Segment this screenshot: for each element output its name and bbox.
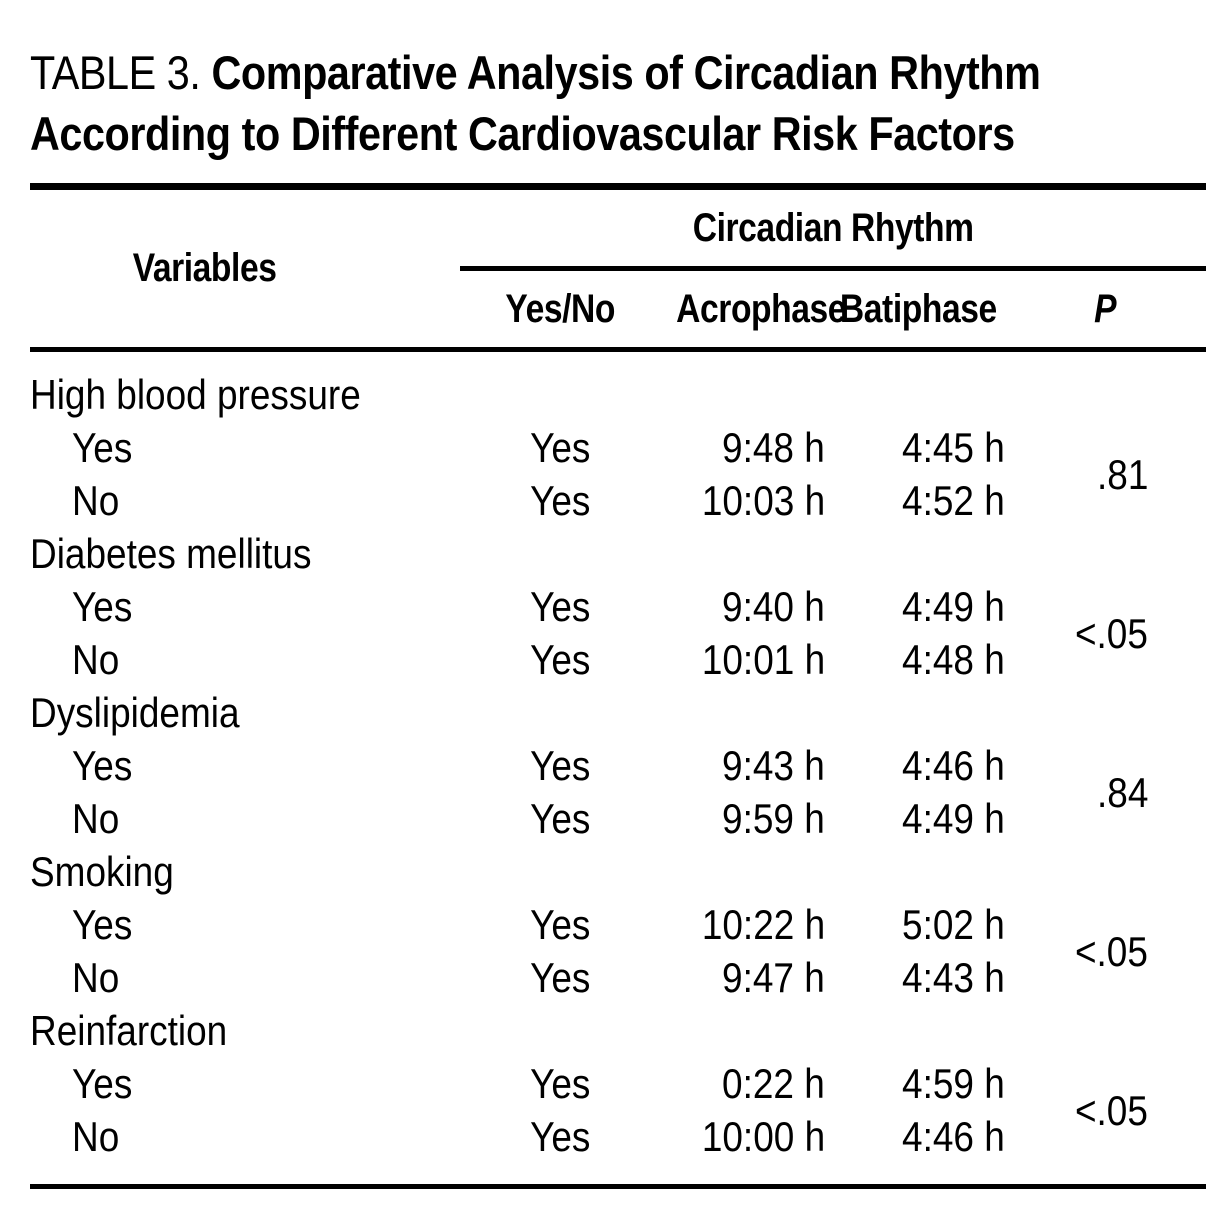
- cell-variable: Yes: [72, 424, 133, 471]
- cell-batiphase: 4:52 h: [902, 477, 1005, 524]
- group-label: Diabetes mellitus: [30, 530, 312, 577]
- cell-acrophase: 10:22 h: [701, 901, 825, 948]
- column-group-header-circadian-rhythm: Circadian Rhythm: [460, 190, 1207, 271]
- group-label: Reinfarction: [30, 1007, 228, 1054]
- group-header-row: Dyslipidemia: [30, 686, 1206, 739]
- table-row: No Yes 10:00 h 4:46 h: [30, 1110, 1206, 1163]
- cell-p-value: .81: [1096, 450, 1149, 498]
- cell-batiphase: 4:49 h: [902, 795, 1005, 842]
- cell-batiphase: 4:48 h: [902, 636, 1005, 683]
- cell-variable: No: [72, 636, 120, 683]
- group-header-row: Reinfarction: [30, 1004, 1206, 1057]
- table-number: TABLE 3.: [30, 46, 201, 99]
- cell-p-value: <.05: [1075, 1086, 1149, 1134]
- cell-variable: Yes: [72, 742, 133, 789]
- table-row: Yes Yes 0:22 h 4:59 h <.05: [30, 1057, 1206, 1134]
- table-row: Yes Yes 10:22 h 5:02 h <.05: [30, 898, 1206, 975]
- cell-yesno: Yes: [529, 477, 591, 524]
- table-row: No Yes 9:47 h 4:43 h: [30, 951, 1206, 1004]
- column-header-acrophase: Acrophase: [660, 268, 846, 352]
- cell-p-value: <.05: [1075, 609, 1149, 657]
- cell-yesno: Yes: [529, 1113, 591, 1160]
- table-row: No Yes 9:59 h 4:49 h: [30, 792, 1206, 845]
- table-title-text-1: Comparative Analysis of Circadian Rhythm: [211, 46, 1041, 99]
- table-row: No Yes 10:03 h 4:52 h: [30, 474, 1206, 527]
- group-label: Smoking: [30, 848, 174, 895]
- cell-acrophase: 9:47 h: [722, 954, 825, 1001]
- cell-variable: No: [72, 477, 120, 524]
- table-row: Yes Yes 9:40 h 4:49 h <.05: [30, 580, 1206, 657]
- cell-batiphase: 4:46 h: [902, 1113, 1005, 1160]
- cell-acrophase: 10:03 h: [701, 477, 825, 524]
- group-label: Dyslipidemia: [30, 689, 240, 736]
- cell-variable: Yes: [72, 583, 133, 630]
- cell-batiphase: 4:45 h: [902, 424, 1005, 471]
- table-title: TABLE 3. Comparative Analysis of Circadi…: [30, 42, 1206, 164]
- cell-variable: No: [72, 954, 120, 1001]
- header-row-span: Variables Circadian Rhythm: [30, 190, 1207, 352]
- cell-yesno: Yes: [529, 954, 591, 1001]
- cell-variable: No: [72, 795, 120, 842]
- table-title-line2: According to Different Cardiovascular Ri…: [30, 103, 1206, 164]
- cell-p-value: <.05: [1075, 927, 1149, 975]
- cell-yesno: Yes: [529, 795, 591, 842]
- column-header-yes-no: Yes/No: [460, 268, 660, 352]
- table-row: No Yes 10:01 h 4:48 h: [30, 633, 1206, 686]
- group-header-row: Smoking: [30, 845, 1206, 898]
- cell-batiphase: 4:59 h: [902, 1060, 1005, 1107]
- cell-yesno: Yes: [529, 636, 591, 683]
- cell-acrophase: 9:40 h: [722, 583, 825, 630]
- cell-variable: No: [72, 1113, 120, 1160]
- table-title-line1: TABLE 3. Comparative Analysis of Circadi…: [30, 42, 1206, 103]
- cell-yesno: Yes: [529, 742, 591, 789]
- cell-variable: Yes: [72, 1060, 133, 1107]
- group-header-row: Diabetes mellitus: [30, 527, 1206, 580]
- cell-acrophase: 9:43 h: [722, 742, 825, 789]
- cell-acrophase: 10:01 h: [701, 636, 825, 683]
- table-title-text-2: According to Different Cardiovascular Ri…: [30, 107, 1015, 160]
- cell-yesno: Yes: [529, 1060, 591, 1107]
- cell-acrophase: 10:00 h: [701, 1113, 825, 1160]
- cell-acrophase: 0:22 h: [722, 1060, 825, 1107]
- cell-yesno: Yes: [529, 424, 591, 471]
- column-header-batiphase: Batiphase: [825, 268, 1005, 352]
- table-row: Yes Yes 9:48 h 4:45 h .81: [30, 421, 1206, 498]
- cell-batiphase: 4:43 h: [902, 954, 1005, 1001]
- cell-batiphase: 4:49 h: [902, 583, 1005, 630]
- cell-acrophase: 9:48 h: [722, 424, 825, 471]
- group-label: High blood pressure: [30, 371, 361, 418]
- circadian-rhythm-table-wrapper: Variables Circadian Rhythm Yes/No Acroph…: [30, 183, 1207, 1189]
- cell-batiphase: 5:02 h: [902, 901, 1005, 948]
- cell-batiphase: 4:46 h: [902, 742, 1005, 789]
- page: TABLE 3. Comparative Analysis of Circadi…: [0, 42, 1232, 1222]
- group-header-row: High blood pressure: [30, 350, 1206, 422]
- column-header-variables: Variables: [30, 190, 460, 352]
- header-row-columns: Yes/No Acrophase Batiphase P: [30, 268, 1207, 352]
- table-row: Yes Yes 9:43 h 4:46 h .84: [30, 739, 1206, 816]
- cell-yesno: Yes: [529, 901, 591, 948]
- cell-acrophase: 9:59 h: [722, 795, 825, 842]
- cell-yesno: Yes: [529, 583, 591, 630]
- circadian-rhythm-table: Variables Circadian Rhythm Yes/No Acroph…: [30, 190, 1207, 1163]
- cell-p-value: .84: [1096, 768, 1149, 816]
- column-header-p: P: [1005, 268, 1207, 352]
- cell-variable: Yes: [72, 901, 133, 948]
